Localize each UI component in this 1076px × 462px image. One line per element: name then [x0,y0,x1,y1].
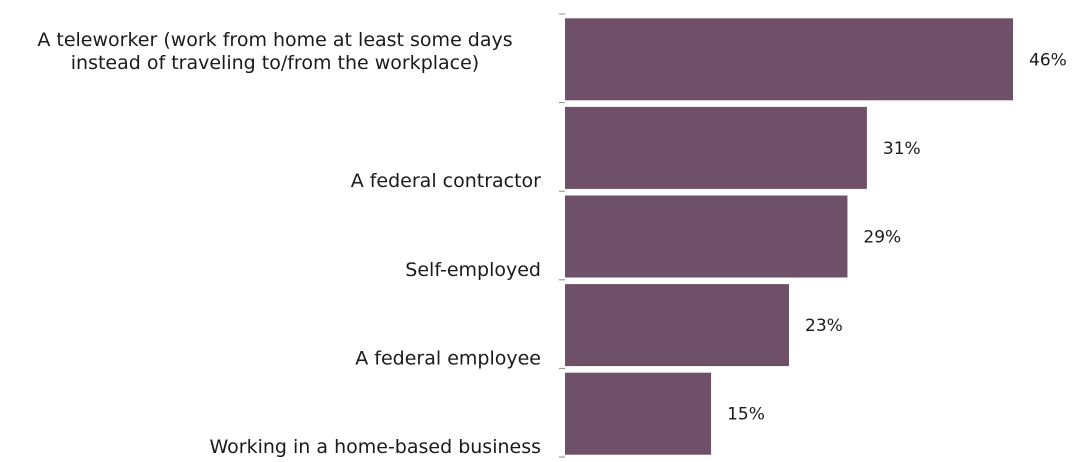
category-label: A federal employee [355,347,541,369]
category-label-line: instead of traveling to/from the workpla… [71,52,479,74]
category-label-line: A federal employee [355,347,541,369]
bar-1 [565,18,1013,101]
data-label: 31% [883,139,921,159]
category-label: A teleworker (work from home at least so… [37,29,512,74]
bar-layer [565,18,1013,455]
category-label-line: A federal contractor [351,170,541,192]
data-label: 23% [805,316,843,336]
data-label: 46% [1029,50,1067,70]
bar-4 [565,284,789,367]
category-label-line: Self-employed [405,259,541,281]
data-label: 29% [863,228,901,248]
bar-2 [565,106,867,189]
label-layer: 46% A teleworker (work from home at least… [37,29,1066,458]
category-label-line: A teleworker (work from home at least so… [37,29,512,51]
category-label: Self-employed [405,259,541,281]
category-label-line: Working in a home-based business [210,436,542,458]
category-label: A federal contractor [351,170,541,192]
data-label: 15% [727,405,765,425]
bar-5 [565,372,712,455]
axis-layer [559,13,565,458]
category-label: Working in a home-based business [210,436,542,458]
bar-3 [565,195,848,278]
